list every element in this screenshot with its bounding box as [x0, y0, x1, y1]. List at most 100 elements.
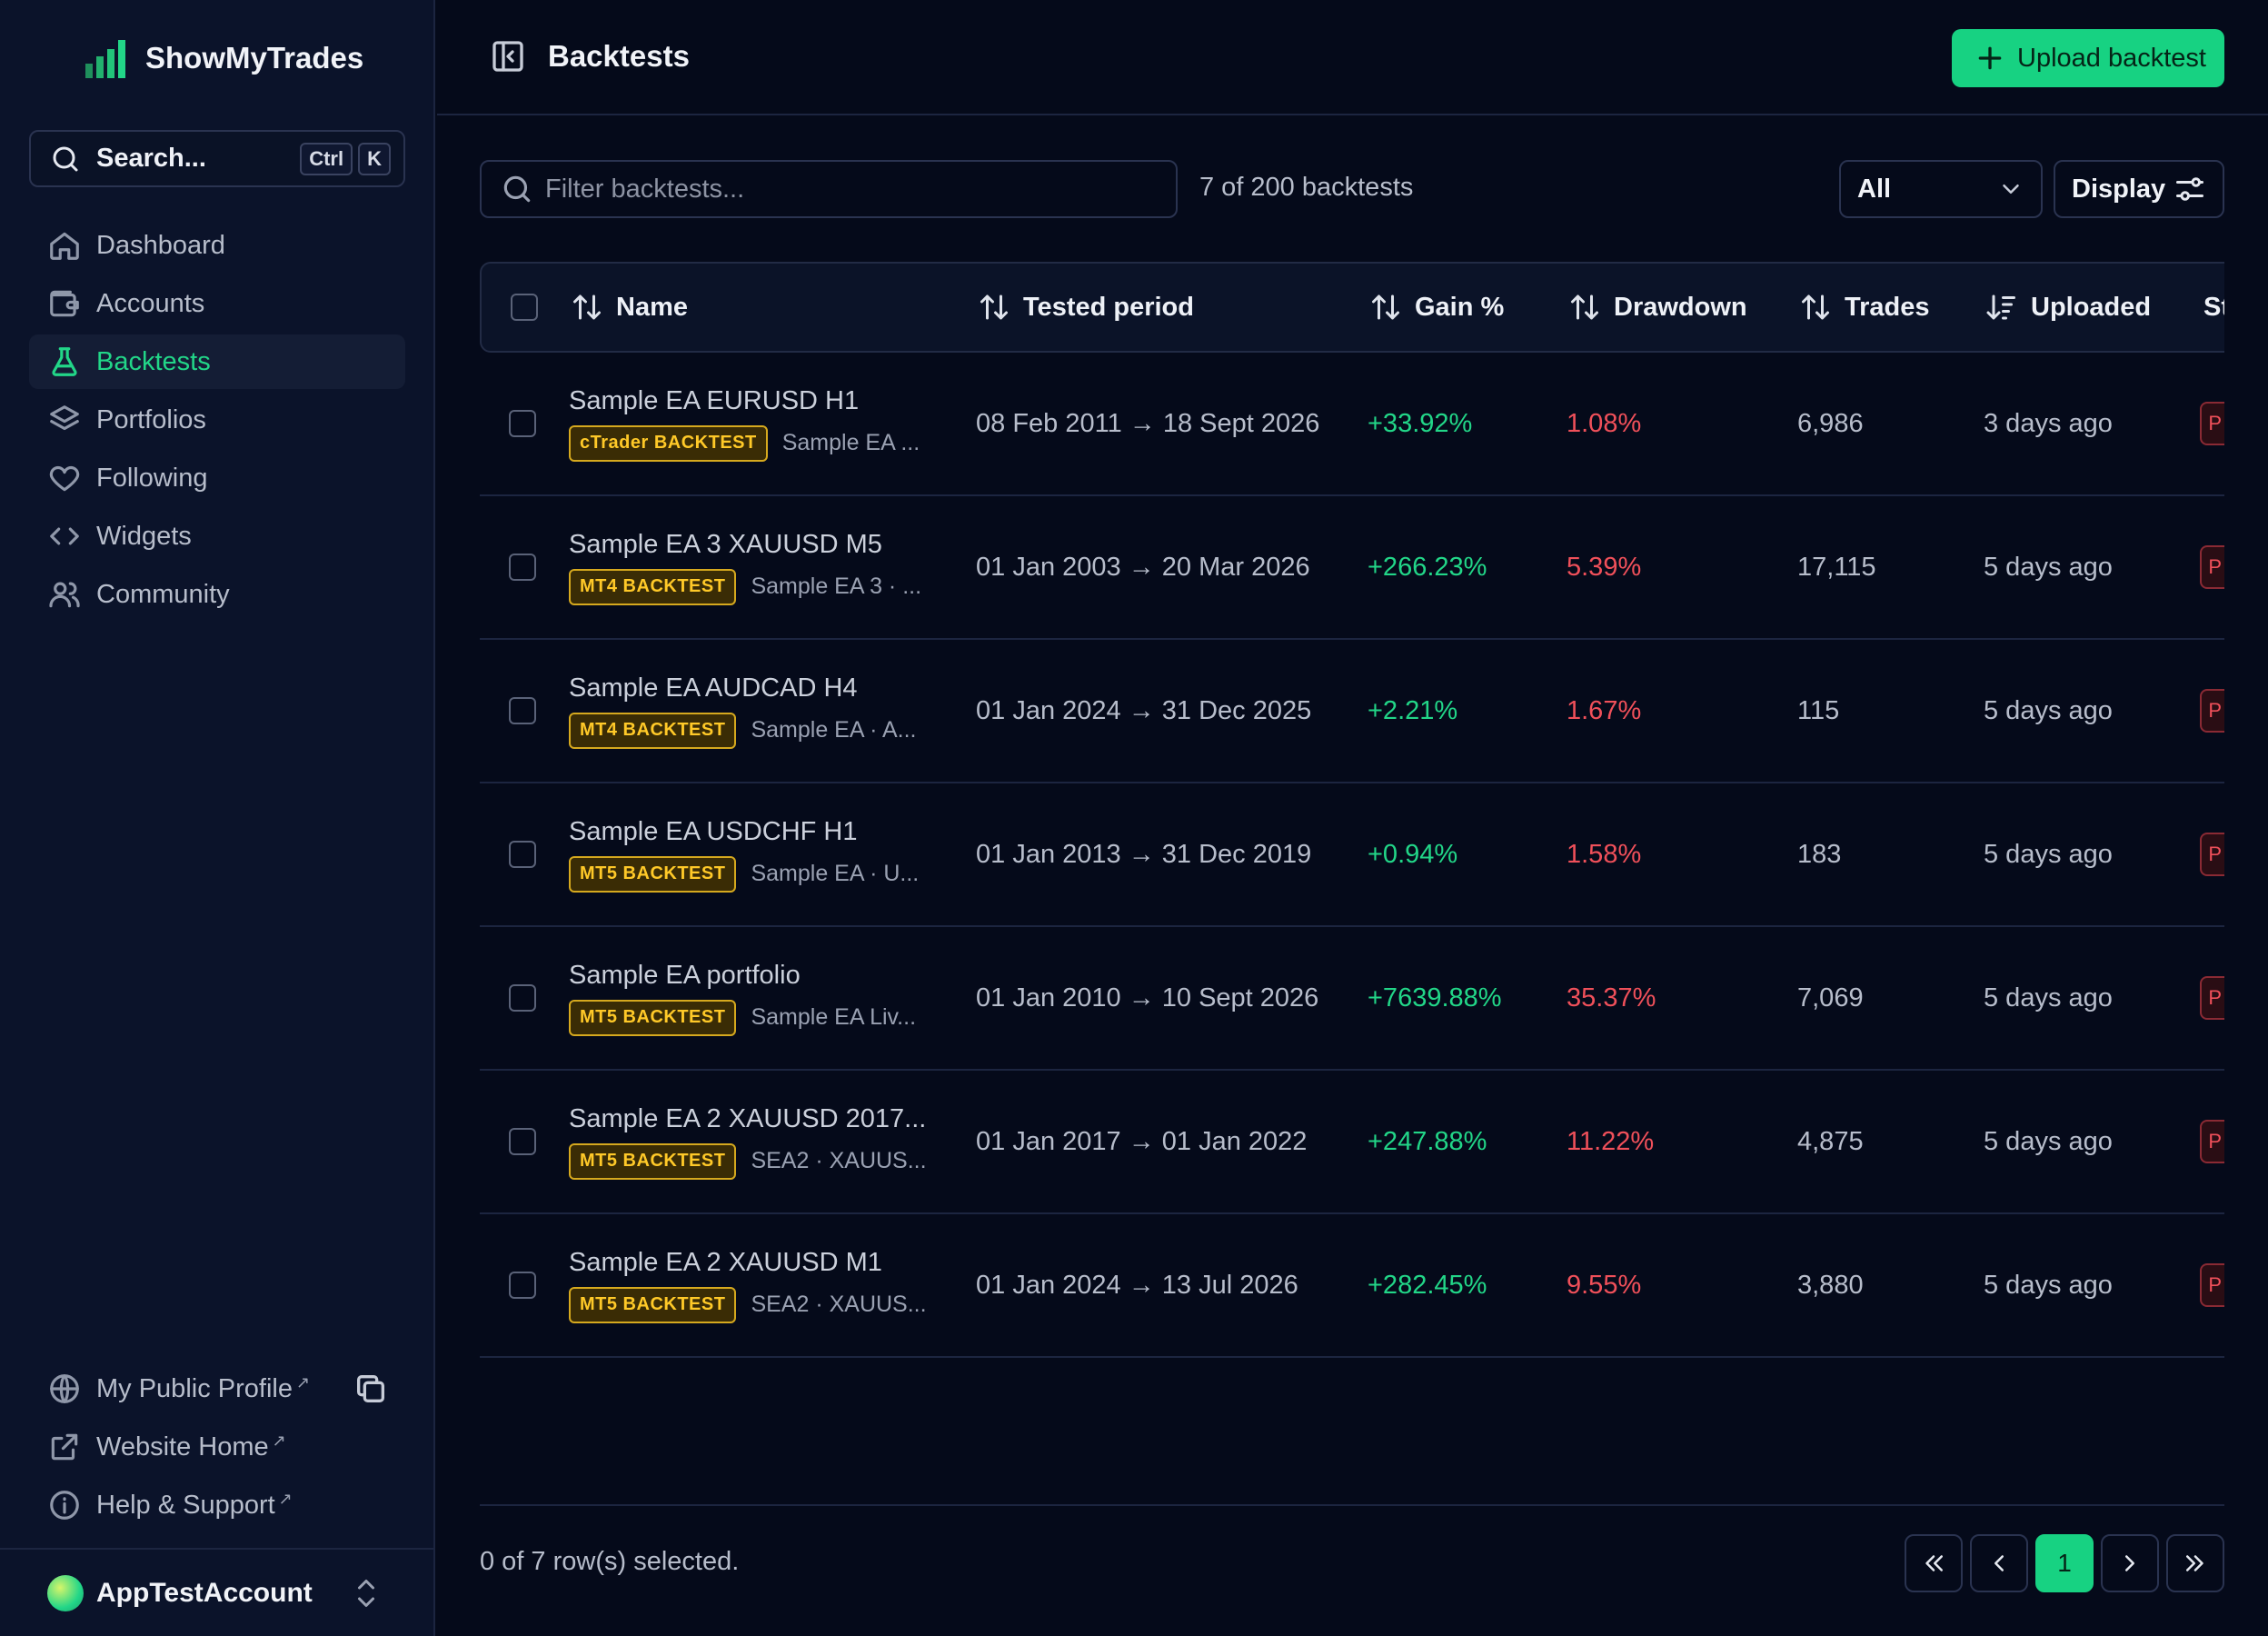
backtest-name-cell[interactable]: Sample EA AUDCAD H4 MT4 BACKTEST Sample …	[569, 640, 950, 782]
website-home-label: Website Home	[96, 1432, 269, 1461]
backtest-meta: MT4 BACKTEST Sample EA · A...	[569, 712, 916, 749]
backtest-name[interactable]: Sample EA 2 XAUUSD M1	[569, 1247, 882, 1277]
drawdown-value: 9.55%	[1567, 1270, 1642, 1300]
column-uploaded[interactable]: Uploaded	[1985, 264, 2151, 351]
account-switcher[interactable]: AppTestAccount	[0, 1548, 433, 1636]
backtest-name-cell[interactable]: Sample EA 3 XAUUSD M5 MT4 BACKTEST Sampl…	[569, 496, 950, 638]
external-arrow-icon: ↗	[272, 1431, 286, 1450]
backtest-name[interactable]: Sample EA portfolio	[569, 960, 801, 990]
backtest-name[interactable]: Sample EA EURUSD H1	[569, 385, 860, 415]
public-profile-link[interactable]: My Public Profile ↗	[29, 1360, 405, 1418]
column-status[interactable]: St	[2203, 264, 2224, 351]
select-all-checkbox[interactable]	[511, 264, 538, 351]
nav-item-dashboard[interactable]: Dashboard	[29, 218, 405, 273]
uploaded-time: 5 days ago	[1984, 695, 2113, 725]
status-filter-select[interactable]: All	[1839, 160, 2043, 218]
row-checkbox[interactable]	[509, 496, 536, 638]
display-label: Display	[2072, 174, 2166, 204]
column-label: Tested period	[1023, 292, 1194, 322]
help-support-label: Help & Support	[96, 1490, 275, 1520]
filter-input[interactable]	[545, 174, 1163, 204]
row-checkbox[interactable]	[509, 1071, 536, 1212]
backtest-name-cell[interactable]: Sample EA portfolio MT5 BACKTEST Sample …	[569, 927, 950, 1069]
nav-item-backtests[interactable]: Backtests	[29, 334, 405, 389]
sliders-icon	[2174, 173, 2206, 205]
info-icon	[47, 1488, 82, 1522]
upload-backtest-button[interactable]: Upload backtest	[1952, 29, 2224, 87]
uploaded-time: 3 days ago	[1984, 408, 2113, 438]
trades-count: 115	[1797, 695, 1840, 725]
last-page-button[interactable]	[2166, 1534, 2224, 1592]
table-row[interactable]: Sample EA 2 XAUUSD 2017... MT5 BACKTEST …	[480, 1071, 2224, 1214]
nav-label: Accounts	[96, 288, 205, 318]
row-checkbox[interactable]	[509, 640, 536, 782]
table-row[interactable]: Sample EA 3 XAUUSD M5 MT4 BACKTEST Sampl…	[480, 496, 2224, 640]
table-row[interactable]: Sample EA AUDCAD H4 MT4 BACKTEST Sample …	[480, 640, 2224, 783]
column-trades[interactable]: Trades	[1799, 264, 1930, 351]
main-content: Backtests Upload backtest 7 of 200 backt…	[437, 0, 2268, 1636]
backtest-name-cell[interactable]: Sample EA EURUSD H1 cTrader BACKTEST Sam…	[569, 353, 950, 494]
column-drawdown[interactable]: Drawdown	[1568, 264, 1747, 351]
backtest-name[interactable]: Sample EA 3 XAUUSD M5	[569, 529, 882, 559]
table-row[interactable]: Sample EA portfolio MT5 BACKTEST Sample …	[480, 927, 2224, 1071]
nav-item-widgets[interactable]: Widgets	[29, 509, 405, 564]
chevron-up-down-icon	[350, 1573, 383, 1613]
strategy-name: SEA2 · XAUUS...	[751, 1148, 927, 1173]
search-button[interactable]: Search... Ctrl K	[29, 130, 405, 187]
backtest-name[interactable]: Sample EA USDCHF H1	[569, 816, 858, 846]
column-tested-period[interactable]: Tested period	[978, 264, 1194, 351]
table-row[interactable]: Sample EA 2 XAUUSD M1 MT5 BACKTEST SEA2 …	[480, 1214, 2224, 1358]
column-label: Trades	[1845, 292, 1930, 322]
backtest-name-cell[interactable]: Sample EA 2 XAUUSD 2017... MT5 BACKTEST …	[569, 1071, 950, 1212]
sidebar-toggle-icon[interactable]	[490, 38, 526, 75]
code-icon	[47, 519, 82, 554]
brand[interactable]: ShowMyTrades	[85, 36, 363, 80]
table-row[interactable]: Sample EA USDCHF H1 MT5 BACKTEST Sample …	[480, 783, 2224, 927]
status-badge: P	[2200, 1071, 2224, 1212]
backtest-name[interactable]: Sample EA 2 XAUUSD 2017...	[569, 1103, 927, 1133]
backtest-name[interactable]: Sample EA AUDCAD H4	[569, 673, 858, 703]
backtest-meta: MT5 BACKTEST SEA2 · XAUUS...	[569, 1142, 927, 1180]
table-header: Name Tested period Gain % Drawdown Trade…	[480, 262, 2224, 353]
backtest-name-cell[interactable]: Sample EA USDCHF H1 MT5 BACKTEST Sample …	[569, 783, 950, 925]
copy-icon[interactable]	[353, 1371, 389, 1407]
help-support-link[interactable]: Help & Support ↗	[29, 1476, 405, 1534]
column-label: Gain %	[1415, 292, 1505, 322]
search-icon	[500, 172, 534, 206]
filter-field[interactable]	[480, 160, 1178, 218]
row-checkbox[interactable]	[509, 783, 536, 925]
backtest-name-cell[interactable]: Sample EA 2 XAUUSD M1 MT5 BACKTEST SEA2 …	[569, 1214, 950, 1356]
uploaded-time: 5 days ago	[1984, 839, 2113, 869]
chevrons-right-icon	[2182, 1550, 2209, 1577]
nav-item-community[interactable]: Community	[29, 567, 405, 622]
table-row[interactable]: Sample EA EURUSD H1 cTrader BACKTEST Sam…	[480, 353, 2224, 496]
flask-icon	[47, 344, 82, 379]
row-checkbox[interactable]	[509, 1214, 536, 1356]
display-button[interactable]: Display	[2054, 160, 2224, 218]
nav-item-portfolios[interactable]: Portfolios	[29, 393, 405, 447]
status-badge: P	[2200, 783, 2224, 925]
chevrons-left-icon	[1920, 1550, 1947, 1577]
nav-label: Community	[96, 579, 230, 609]
gain-value: +2.21%	[1368, 695, 1458, 725]
gain-value: +266.23%	[1368, 552, 1487, 582]
row-checkbox[interactable]	[509, 353, 536, 494]
prev-page-button[interactable]	[1970, 1534, 2028, 1592]
wallet-icon	[47, 286, 82, 321]
row-checkbox[interactable]	[509, 927, 536, 1069]
tested-period: 01 Jan 2017 → 01 Jan 2022	[976, 1126, 1308, 1156]
website-home-link[interactable]: Website Home ↗	[29, 1418, 405, 1476]
layers-icon	[47, 403, 82, 437]
first-page-button[interactable]	[1905, 1534, 1963, 1592]
status-badge-label: P	[2200, 976, 2224, 1020]
column-name[interactable]: Name	[571, 264, 688, 351]
nav-item-accounts[interactable]: Accounts	[29, 276, 405, 331]
upload-label: Upload backtest	[2017, 43, 2206, 73]
page-button-current[interactable]: 1	[2035, 1534, 2094, 1592]
nav-item-following[interactable]: Following	[29, 451, 405, 505]
sidebar: ShowMyTrades Search... Ctrl K Dashboard …	[0, 0, 435, 1636]
next-page-button[interactable]	[2101, 1534, 2159, 1592]
strategy-name: SEA2 · XAUUS...	[751, 1292, 927, 1317]
column-gain[interactable]: Gain %	[1369, 264, 1504, 351]
uploaded-time: 5 days ago	[1984, 1270, 2113, 1300]
